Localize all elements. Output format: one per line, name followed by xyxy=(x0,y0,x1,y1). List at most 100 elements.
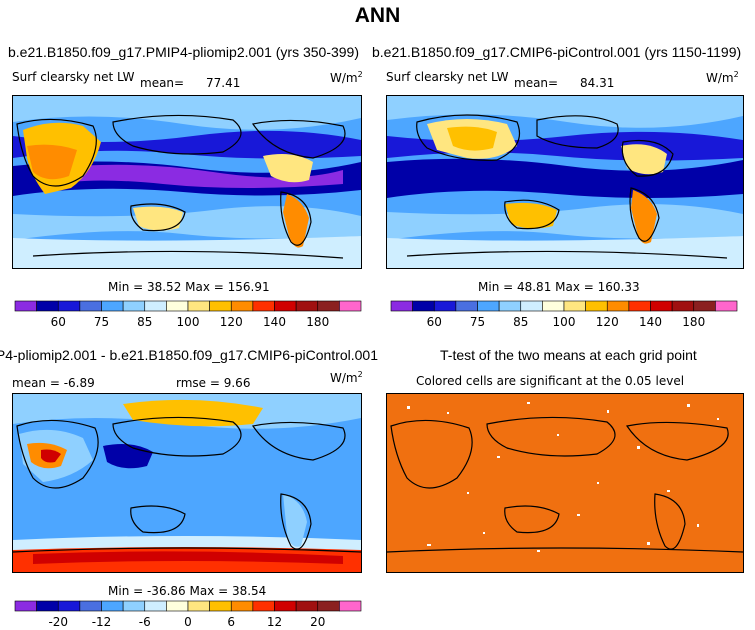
colorbar-swatch xyxy=(14,300,37,312)
panel-1-mean-value: 77.41 xyxy=(206,76,241,90)
colorbar-swatch xyxy=(57,300,81,312)
colorbar-tick-label: 60 xyxy=(51,315,66,329)
panel-2-mean-value: 84.31 xyxy=(580,76,615,90)
colorbar-swatch xyxy=(339,600,362,612)
panel-3-mean: mean = -6.89 xyxy=(12,376,95,390)
colorbar-swatch xyxy=(36,600,59,612)
colorbar-swatch xyxy=(390,300,413,312)
colorbar-swatch xyxy=(520,300,543,312)
colorbar-tick-label: 120 xyxy=(596,315,619,329)
colorbar-swatch xyxy=(295,300,319,312)
colorbar-swatch xyxy=(36,300,59,312)
panel-1-units: W/m2 xyxy=(330,70,363,85)
panel-1-title: b.e21.B1850.f09_g17.PMIP4-pliomip2.001 (… xyxy=(8,44,359,60)
colorbar-swatch xyxy=(542,300,565,312)
colorbar-tick-label: 85 xyxy=(513,315,528,329)
colorbar-tick-label: 20 xyxy=(310,615,325,629)
colorbar-swatch xyxy=(209,300,232,312)
colorbar-swatch xyxy=(433,300,457,312)
colorbar-tick-label: 140 xyxy=(263,315,286,329)
colorbar-tick-label: 0 xyxy=(184,615,192,629)
colorbar-swatch xyxy=(101,300,124,312)
panel-4-subtitle: Colored cells are significant at the 0.0… xyxy=(416,374,685,388)
colorbar-swatch xyxy=(412,300,435,312)
colorbar-tick-label: 100 xyxy=(177,315,200,329)
panel-3-stats: Min = -36.86 Max = 38.54 xyxy=(108,584,267,598)
colorbar-tick-label: 85 xyxy=(137,315,152,329)
colorbar-swatch xyxy=(274,600,297,612)
colorbar-tick-label: 180 xyxy=(306,315,329,329)
colorbar-swatch xyxy=(166,600,189,612)
colorbar-swatch xyxy=(693,300,716,312)
colorbar-swatch xyxy=(79,600,102,612)
colorbar-tick-label: 140 xyxy=(639,315,662,329)
colorbar-swatch xyxy=(187,600,210,612)
panel-2-mean-label: mean= xyxy=(514,76,559,90)
colorbar-swatch xyxy=(317,300,340,312)
colorbar-swatch xyxy=(122,600,146,612)
colorbar-swatch xyxy=(455,300,478,312)
colorbar-swatch xyxy=(498,300,522,312)
panel-2-title: b.e21.B1850.f09_g17.CMIP6-piControl.001 … xyxy=(372,44,742,60)
colorbar-tick-label: 75 xyxy=(94,315,109,329)
colorbar-tick-label: 6 xyxy=(227,615,235,629)
colorbar-swatch xyxy=(57,600,81,612)
panel-2-colorbar: 60 75 85 100 120 140 180 xyxy=(390,300,738,329)
panel-1-stats: Min = 38.52 Max = 156.91 xyxy=(108,280,270,294)
colorbar-swatch xyxy=(606,300,630,312)
panel-2-units: W/m2 xyxy=(706,70,739,85)
colorbar-swatch xyxy=(187,300,210,312)
colorbar-swatch xyxy=(252,600,275,612)
panel-2-map xyxy=(386,95,744,269)
panel-2-stats: Min = 48.81 Max = 160.33 xyxy=(478,280,640,294)
colorbar-swatch xyxy=(650,300,673,312)
panel-1-mean-label: mean= xyxy=(140,76,185,90)
colorbar-swatch xyxy=(671,300,695,312)
panel-1-map xyxy=(12,95,362,269)
colorbar-swatch xyxy=(585,300,608,312)
colorbar-swatch xyxy=(144,600,167,612)
colorbar-tick-label: 180 xyxy=(682,315,705,329)
colorbar-swatch xyxy=(715,300,738,312)
map-field-plot xyxy=(13,394,361,572)
colorbar-swatch xyxy=(230,600,254,612)
colorbar-tick-label: 60 xyxy=(427,315,442,329)
panel-3-units: W/m2 xyxy=(330,370,363,385)
colorbar-swatch xyxy=(230,300,254,312)
colorbar-swatch xyxy=(339,300,362,312)
colorbar-swatch xyxy=(166,300,189,312)
colorbar-swatch xyxy=(317,600,340,612)
panel-3-colorbar: -20 -12 -6 0 6 12 20 xyxy=(14,600,362,629)
panel-4-title: T-test of the two means at each grid poi… xyxy=(440,347,697,363)
colorbar-swatch xyxy=(144,300,167,312)
map-field-plot xyxy=(387,96,743,268)
panel-4-map xyxy=(386,393,744,573)
colorbar-swatch xyxy=(14,600,37,612)
map-significance-plot xyxy=(387,394,743,572)
panel-1-field: Surf clearsky net LW xyxy=(12,70,135,84)
colorbar-swatch xyxy=(477,300,500,312)
colorbar-swatch xyxy=(79,300,102,312)
colorbar-swatch xyxy=(274,300,297,312)
colorbar-swatch xyxy=(252,300,275,312)
panel-1-colorbar: 60 75 85 100 120 140 180 xyxy=(14,300,362,329)
colorbar-swatch xyxy=(295,600,319,612)
colorbar-swatch xyxy=(101,600,124,612)
colorbar-swatch xyxy=(122,300,146,312)
colorbar-swatch xyxy=(563,300,586,312)
colorbar-tick-label: 100 xyxy=(553,315,576,329)
colorbar-swatch xyxy=(209,600,232,612)
colorbar-swatch xyxy=(628,300,651,312)
colorbar-tick-label: 12 xyxy=(267,615,282,629)
panel-2-field: Surf clearsky net LW xyxy=(386,70,509,84)
map-field-plot xyxy=(13,96,361,268)
panel-3-rmse: rmse = 9.66 xyxy=(176,376,251,390)
colorbar-tick-label: 120 xyxy=(220,315,243,329)
colorbar-tick-label: -6 xyxy=(139,615,151,629)
colorbar-tick-label: 75 xyxy=(470,315,485,329)
colorbar-tick-label: -12 xyxy=(92,615,112,629)
colorbar-tick-label: -20 xyxy=(48,615,68,629)
panel-3-title: b.e21.B1850.f09_g17.PMIP4-pliomip2.001 -… xyxy=(0,347,378,363)
figure-title: ANN xyxy=(354,4,401,27)
panel-3-map xyxy=(12,393,362,573)
